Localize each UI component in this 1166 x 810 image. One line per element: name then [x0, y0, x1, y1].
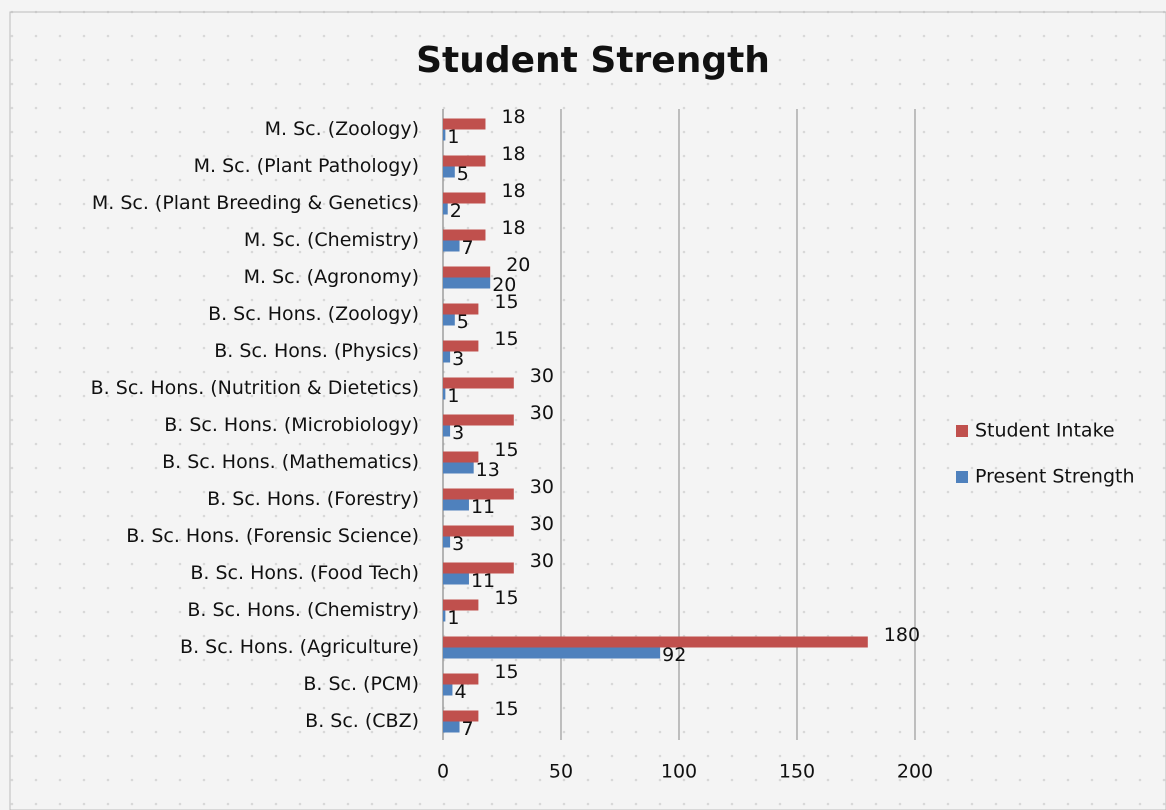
- y-tick-label: M. Sc. (Agronomy): [244, 266, 419, 288]
- legend-swatch: [956, 425, 968, 437]
- y-tick-label: B. Sc. Hons. (Zoology): [208, 303, 419, 325]
- bar: [443, 636, 868, 648]
- data-label: 20: [492, 274, 516, 296]
- bar: [443, 351, 451, 363]
- bar: [443, 684, 453, 696]
- data-label: 11: [471, 496, 495, 518]
- y-tick-label: B. Sc. Hons. (Forestry): [207, 488, 419, 510]
- y-tick-label: B. Sc. Hons. (Nutrition & Dietetics): [91, 377, 419, 399]
- data-label: 30: [530, 365, 554, 387]
- bar: [443, 414, 514, 426]
- data-label: 2: [450, 200, 462, 222]
- data-label: 18: [501, 106, 525, 128]
- y-tick-label: B. Sc. Hons. (Microbiology): [164, 414, 419, 436]
- bar: [443, 155, 486, 167]
- bar: [443, 573, 469, 585]
- bar: [443, 721, 460, 733]
- data-label: 3: [452, 533, 464, 555]
- y-tick-label: B. Sc. (PCM): [303, 673, 419, 695]
- bar: [443, 377, 514, 389]
- bar: [443, 314, 455, 326]
- data-label: 15: [494, 291, 518, 313]
- data-label: 11: [471, 570, 495, 592]
- data-label: 5: [457, 311, 469, 333]
- bar: [443, 129, 446, 141]
- bar: [443, 536, 451, 548]
- bar: [443, 425, 451, 437]
- bar: [443, 240, 460, 252]
- data-label: 3: [452, 422, 464, 444]
- bar: [443, 229, 486, 241]
- data-label: 15: [494, 587, 518, 609]
- data-label: 1: [447, 126, 459, 148]
- data-label: 7: [462, 237, 474, 259]
- bar: [443, 562, 514, 574]
- bar: [443, 499, 469, 511]
- data-label: 30: [530, 550, 554, 572]
- bar: [443, 610, 446, 622]
- chart-title: Student Strength: [416, 40, 770, 81]
- data-label: 13: [476, 459, 500, 481]
- bar: [443, 192, 486, 204]
- bar: [443, 388, 446, 400]
- x-tick-label: 100: [661, 761, 697, 783]
- data-label: 18: [501, 217, 525, 239]
- data-label: 15: [494, 328, 518, 350]
- data-label: 15: [494, 439, 518, 461]
- y-tick-label: M. Sc. (Plant Pathology): [194, 155, 419, 177]
- bar: [443, 599, 479, 611]
- bar: [443, 277, 491, 289]
- y-tick-label: B. Sc. Hons. (Chemistry): [187, 599, 419, 621]
- data-label: 30: [530, 402, 554, 424]
- data-label: 15: [494, 698, 518, 720]
- data-label: 18: [501, 143, 525, 165]
- y-tick-label: B. Sc. Hons. (Physics): [214, 340, 419, 362]
- bar: [443, 488, 514, 500]
- bar: [443, 451, 479, 463]
- data-label: 30: [530, 476, 554, 498]
- frame: [9, 11, 1166, 810]
- data-label: 4: [454, 681, 466, 703]
- data-label: 180: [884, 624, 920, 646]
- y-tick-label: B. Sc. Hons. (Mathematics): [162, 451, 419, 473]
- data-label: 1: [447, 385, 459, 407]
- data-label: 92: [662, 644, 686, 666]
- x-tick-label: 200: [897, 761, 933, 783]
- legend-label: Present Strength: [975, 466, 1135, 488]
- bar: [443, 462, 474, 474]
- bar: [443, 710, 479, 722]
- x-tick-label: 150: [779, 761, 815, 783]
- y-tick-label: B. Sc. Hons. (Agriculture): [180, 636, 419, 658]
- y-tick-label: B. Sc. (CBZ): [305, 710, 419, 732]
- bar: [443, 673, 479, 685]
- x-tick-label: 50: [549, 761, 573, 783]
- bar: [443, 647, 661, 659]
- data-label: 15: [494, 661, 518, 683]
- bar: [443, 203, 448, 215]
- bar: [443, 525, 514, 537]
- bar: [443, 166, 455, 178]
- data-label: 5: [457, 163, 469, 185]
- y-tick-label: M. Sc. (Zoology): [265, 118, 419, 140]
- bar: [443, 340, 479, 352]
- y-tick-label: B. Sc. Hons. (Food Tech): [190, 562, 419, 584]
- data-label: 3: [452, 348, 464, 370]
- bar: [443, 266, 491, 278]
- data-label: 30: [530, 513, 554, 535]
- data-label: 20: [506, 254, 530, 276]
- y-tick-label: M. Sc. (Chemistry): [244, 229, 419, 251]
- y-tick-label: M. Sc. (Plant Breeding & Genetics): [92, 192, 419, 214]
- x-tick-label: 0: [437, 761, 449, 783]
- bar: [443, 303, 479, 315]
- data-label: 1: [447, 607, 459, 629]
- bar: [443, 118, 486, 130]
- data-label: 18: [501, 180, 525, 202]
- y-tick-label: B. Sc. Hons. (Forensic Science): [126, 525, 419, 547]
- legend-swatch: [956, 471, 968, 483]
- legend-label: Student Intake: [975, 420, 1115, 442]
- data-label: 7: [462, 718, 474, 740]
